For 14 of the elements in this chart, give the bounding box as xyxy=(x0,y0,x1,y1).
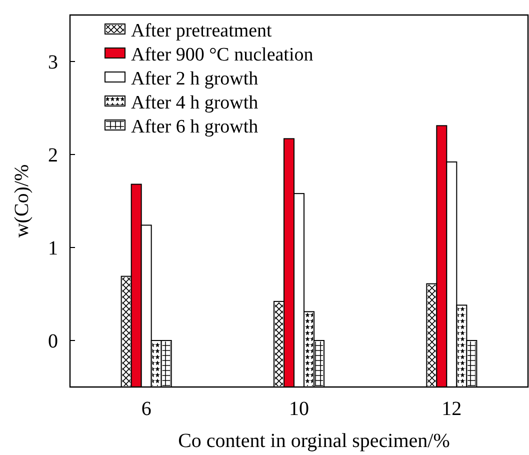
x-tick-label: 10 xyxy=(289,398,309,420)
x-tick-label: 6 xyxy=(141,398,152,420)
legend-label: After 6 h growth xyxy=(131,116,259,138)
legend-label: After pretreatment xyxy=(131,20,273,42)
x-tick-label: 12 xyxy=(442,398,462,420)
y-tick-label: 1 xyxy=(48,238,58,260)
legend-label: After 4 h growth xyxy=(131,92,259,114)
x-axis-title: Co content in orginal specimen/% xyxy=(178,430,450,452)
y-axis-title: w(Co)/% xyxy=(11,164,33,238)
y-tick-label: 2 xyxy=(48,144,58,166)
legend-label: After 900 °C nucleation xyxy=(131,44,314,66)
y-tick-label: 3 xyxy=(48,52,58,74)
y-tick-label: 0 xyxy=(48,330,58,352)
legend-label: After 2 h growth xyxy=(131,68,259,90)
